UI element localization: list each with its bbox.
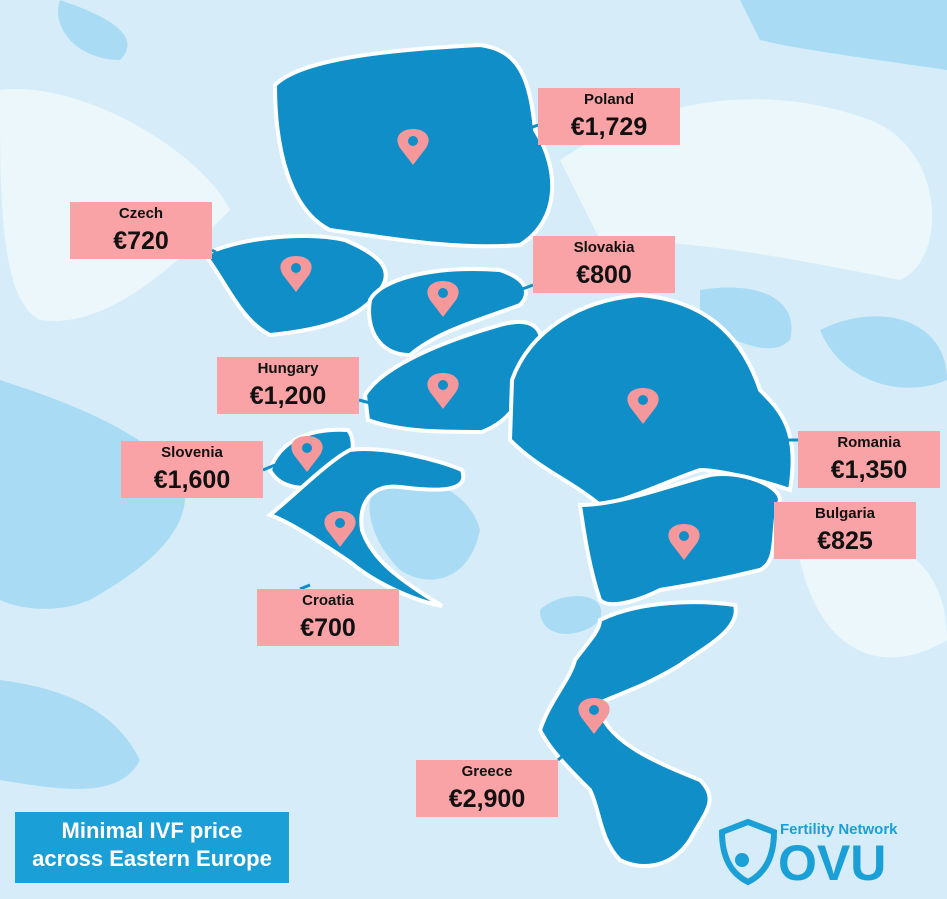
label-box (257, 589, 399, 646)
country-label: Croatia €700 (257, 511, 399, 646)
country-name: Greece (462, 763, 513, 780)
country-label: Romania €1,350 (627, 388, 940, 488)
greece-shape (537, 600, 738, 868)
country-name: Slovakia (574, 239, 636, 256)
logo-name: OVU (778, 835, 886, 891)
pin (291, 436, 323, 472)
label-box (533, 236, 675, 293)
connector (557, 748, 571, 762)
country-name: Hungary (258, 360, 320, 377)
pin (397, 129, 429, 165)
connector (299, 583, 311, 591)
connector (519, 283, 534, 292)
label-box (70, 202, 212, 259)
label-box (416, 760, 558, 817)
title-line: Minimal IVF price (62, 818, 243, 843)
country-name: Croatia (302, 592, 354, 609)
pin (578, 698, 610, 734)
connector (524, 123, 539, 132)
logo-dot (735, 853, 749, 867)
country-price: €1,200 (250, 382, 326, 410)
country-price: €1,350 (831, 456, 907, 484)
connector (358, 398, 371, 405)
country-price: €1,729 (571, 113, 647, 141)
logo-tagline: Fertility Network (780, 821, 898, 838)
title-line: across Eastern Europe (32, 846, 272, 871)
country-label: Czech €720 (70, 202, 312, 292)
title-box (15, 812, 289, 883)
country-name: Bulgaria (815, 505, 876, 522)
country-price: €800 (576, 261, 632, 289)
country-name: Slovenia (161, 444, 223, 461)
croatia-shape (266, 447, 466, 608)
pin-dot (408, 136, 418, 146)
pin (668, 524, 700, 560)
country-price: €825 (817, 527, 873, 555)
pin-dot (302, 443, 312, 453)
country-name: Czech (119, 205, 163, 222)
pin (324, 511, 356, 547)
label-box (774, 502, 916, 559)
country-label: Slovakia €800 (427, 236, 675, 317)
country-name: Poland (584, 91, 634, 108)
country-price: €2,900 (449, 785, 525, 813)
connector (211, 248, 226, 260)
country-label: Bulgaria €825 (668, 502, 916, 560)
logo-shield (718, 818, 778, 886)
connector (262, 463, 276, 472)
pin-dot (638, 395, 648, 405)
country-price: €1,600 (154, 466, 230, 494)
country-label: Poland €1,729 (397, 88, 680, 165)
country-name: Romania (837, 434, 901, 451)
pin-dot (438, 288, 448, 298)
country-price: €720 (113, 227, 169, 255)
label-box (798, 431, 940, 488)
label-box (121, 441, 263, 498)
pin (427, 281, 459, 317)
pin (280, 256, 312, 292)
country-label: Hungary €1,200 (217, 357, 459, 414)
pin-dot (679, 531, 689, 541)
title: Minimal IVF price across Eastern Europe (32, 818, 272, 871)
pin-dot (335, 518, 345, 528)
label-box (538, 88, 680, 145)
logo: Fertility Network OVU (718, 818, 898, 891)
country-price: €700 (300, 614, 356, 642)
pin (427, 373, 459, 409)
pin (627, 388, 659, 424)
slovakia-shape (367, 267, 528, 358)
pin-dot (438, 380, 448, 390)
water (0, 0, 947, 789)
pin-dot (589, 705, 599, 715)
label-box (217, 357, 359, 414)
pin-dot (291, 263, 301, 273)
country-label: Greece €2,900 (416, 698, 610, 817)
labels: Poland €1,729 Czech €720 Slovakia €800 Hungary… (70, 88, 940, 817)
country-label: Slovenia €1,600 (121, 436, 323, 498)
